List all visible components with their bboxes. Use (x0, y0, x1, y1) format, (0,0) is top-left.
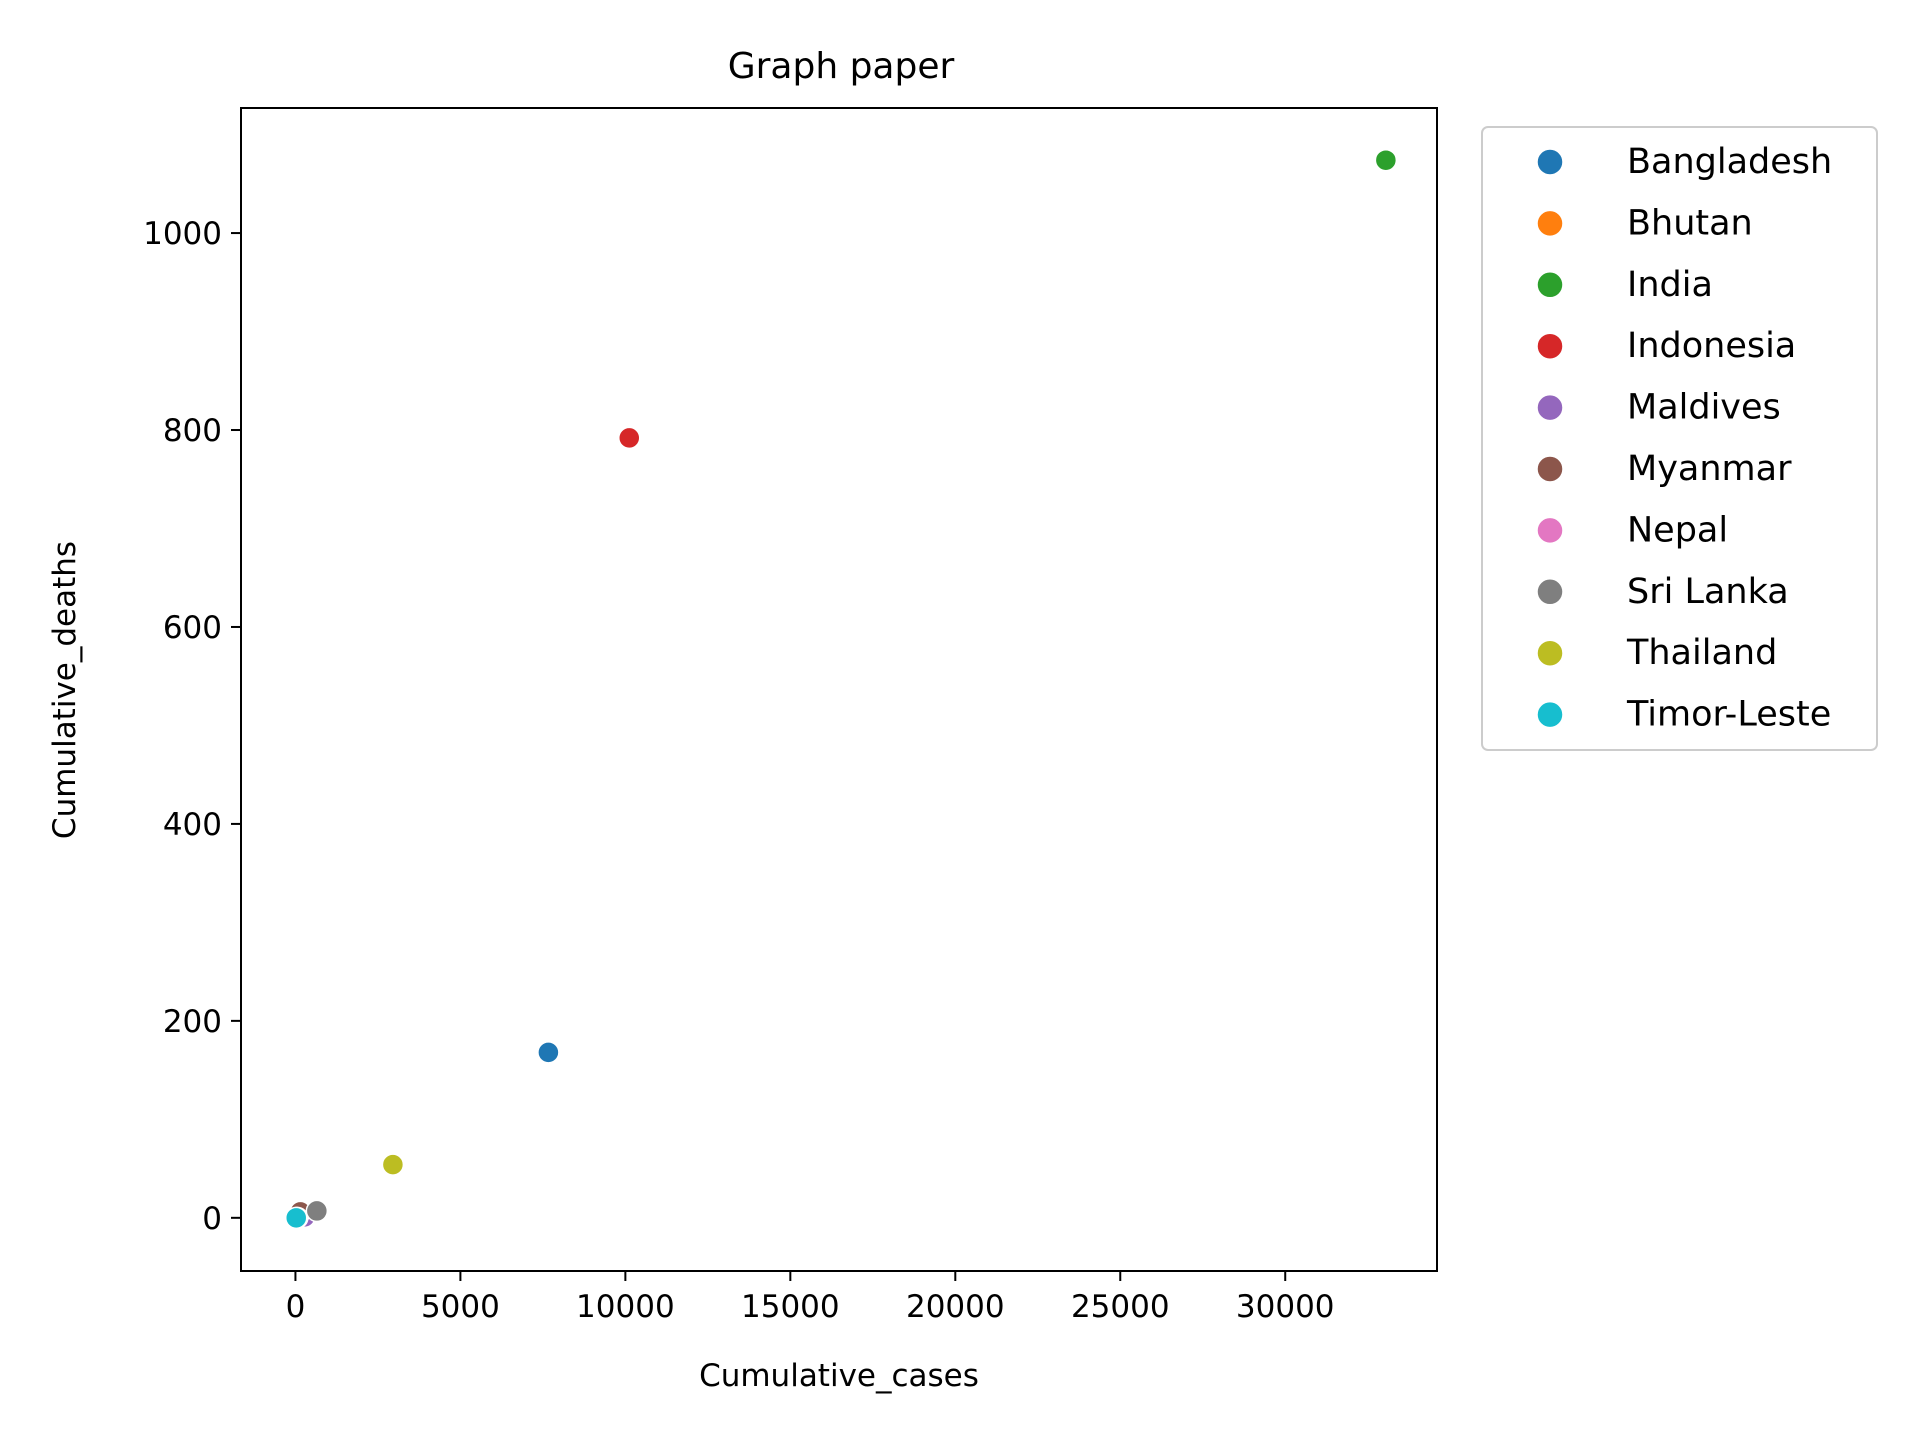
x-tick-label: 30000 (1236, 1289, 1335, 1325)
x-tick-label: 20000 (906, 1289, 1005, 1325)
legend-entry-label: Indonesia (1627, 326, 1796, 366)
x-tick-label: 0 (286, 1289, 306, 1325)
chart-title: Graph paper (728, 46, 955, 87)
x-tick-label: 25000 (1071, 1289, 1170, 1325)
y-tick-label: 1000 (143, 216, 222, 252)
point-thailand (381, 1153, 405, 1176)
legend-entry-label: Sri Lanka (1627, 572, 1789, 612)
legend-marker (1536, 578, 1564, 606)
legend-marker (1536, 639, 1564, 667)
x-tick-label: 15000 (741, 1289, 840, 1325)
x-tick-label: 5000 (421, 1289, 500, 1325)
legend-entry-label: Thailand (1626, 633, 1777, 673)
y-axis-ticks: 0 200 400 600 800 1000 (143, 216, 241, 1237)
point-india (1374, 148, 1398, 172)
data-points (284, 148, 1398, 1230)
legend-marker (1536, 455, 1564, 483)
y-tick-label: 0 (202, 1201, 222, 1237)
legend-entry-label: Bhutan (1627, 203, 1753, 243)
x-tick-label: 10000 (576, 1289, 675, 1325)
legend-marker (1536, 332, 1564, 360)
x-axis-ticks: 0 5000 10000 15000 20000 25000 30000 (286, 1271, 1335, 1325)
y-tick-label: 600 (163, 610, 222, 646)
point-bangladesh (537, 1041, 560, 1064)
legend-entry-label: Myanmar (1627, 449, 1792, 489)
point-indonesia (618, 426, 641, 450)
legend-entry-label: India (1627, 265, 1713, 305)
y-axis-label: Cumulative_deaths (47, 541, 83, 839)
y-tick-label: 200 (163, 1004, 222, 1040)
legend-entry-label: Nepal (1627, 510, 1728, 550)
legend-marker (1536, 393, 1564, 422)
point-sri-lanka (305, 1199, 329, 1223)
legend: Bangladesh Bhutan India Indonesia Maldives My… (1481, 126, 1878, 751)
legend-marker (1536, 148, 1564, 176)
legend-entry-label: Maldives (1627, 388, 1781, 428)
legend-frame (1481, 126, 1878, 751)
legend-marker (1536, 700, 1564, 729)
y-tick-label: 800 (163, 413, 222, 449)
legend-entry-label: Timor-Leste (1626, 695, 1831, 735)
y-tick-label: 400 (163, 807, 222, 843)
x-axis-label: Cumulative_cases (699, 1358, 979, 1394)
legend-entry-label: Bangladesh (1627, 142, 1832, 182)
legend-marker (1536, 271, 1564, 299)
legend-marker (1536, 516, 1564, 545)
legend-marker (1536, 209, 1564, 238)
plot-frame (240, 107, 1438, 1272)
point-timor-leste (284, 1206, 308, 1230)
